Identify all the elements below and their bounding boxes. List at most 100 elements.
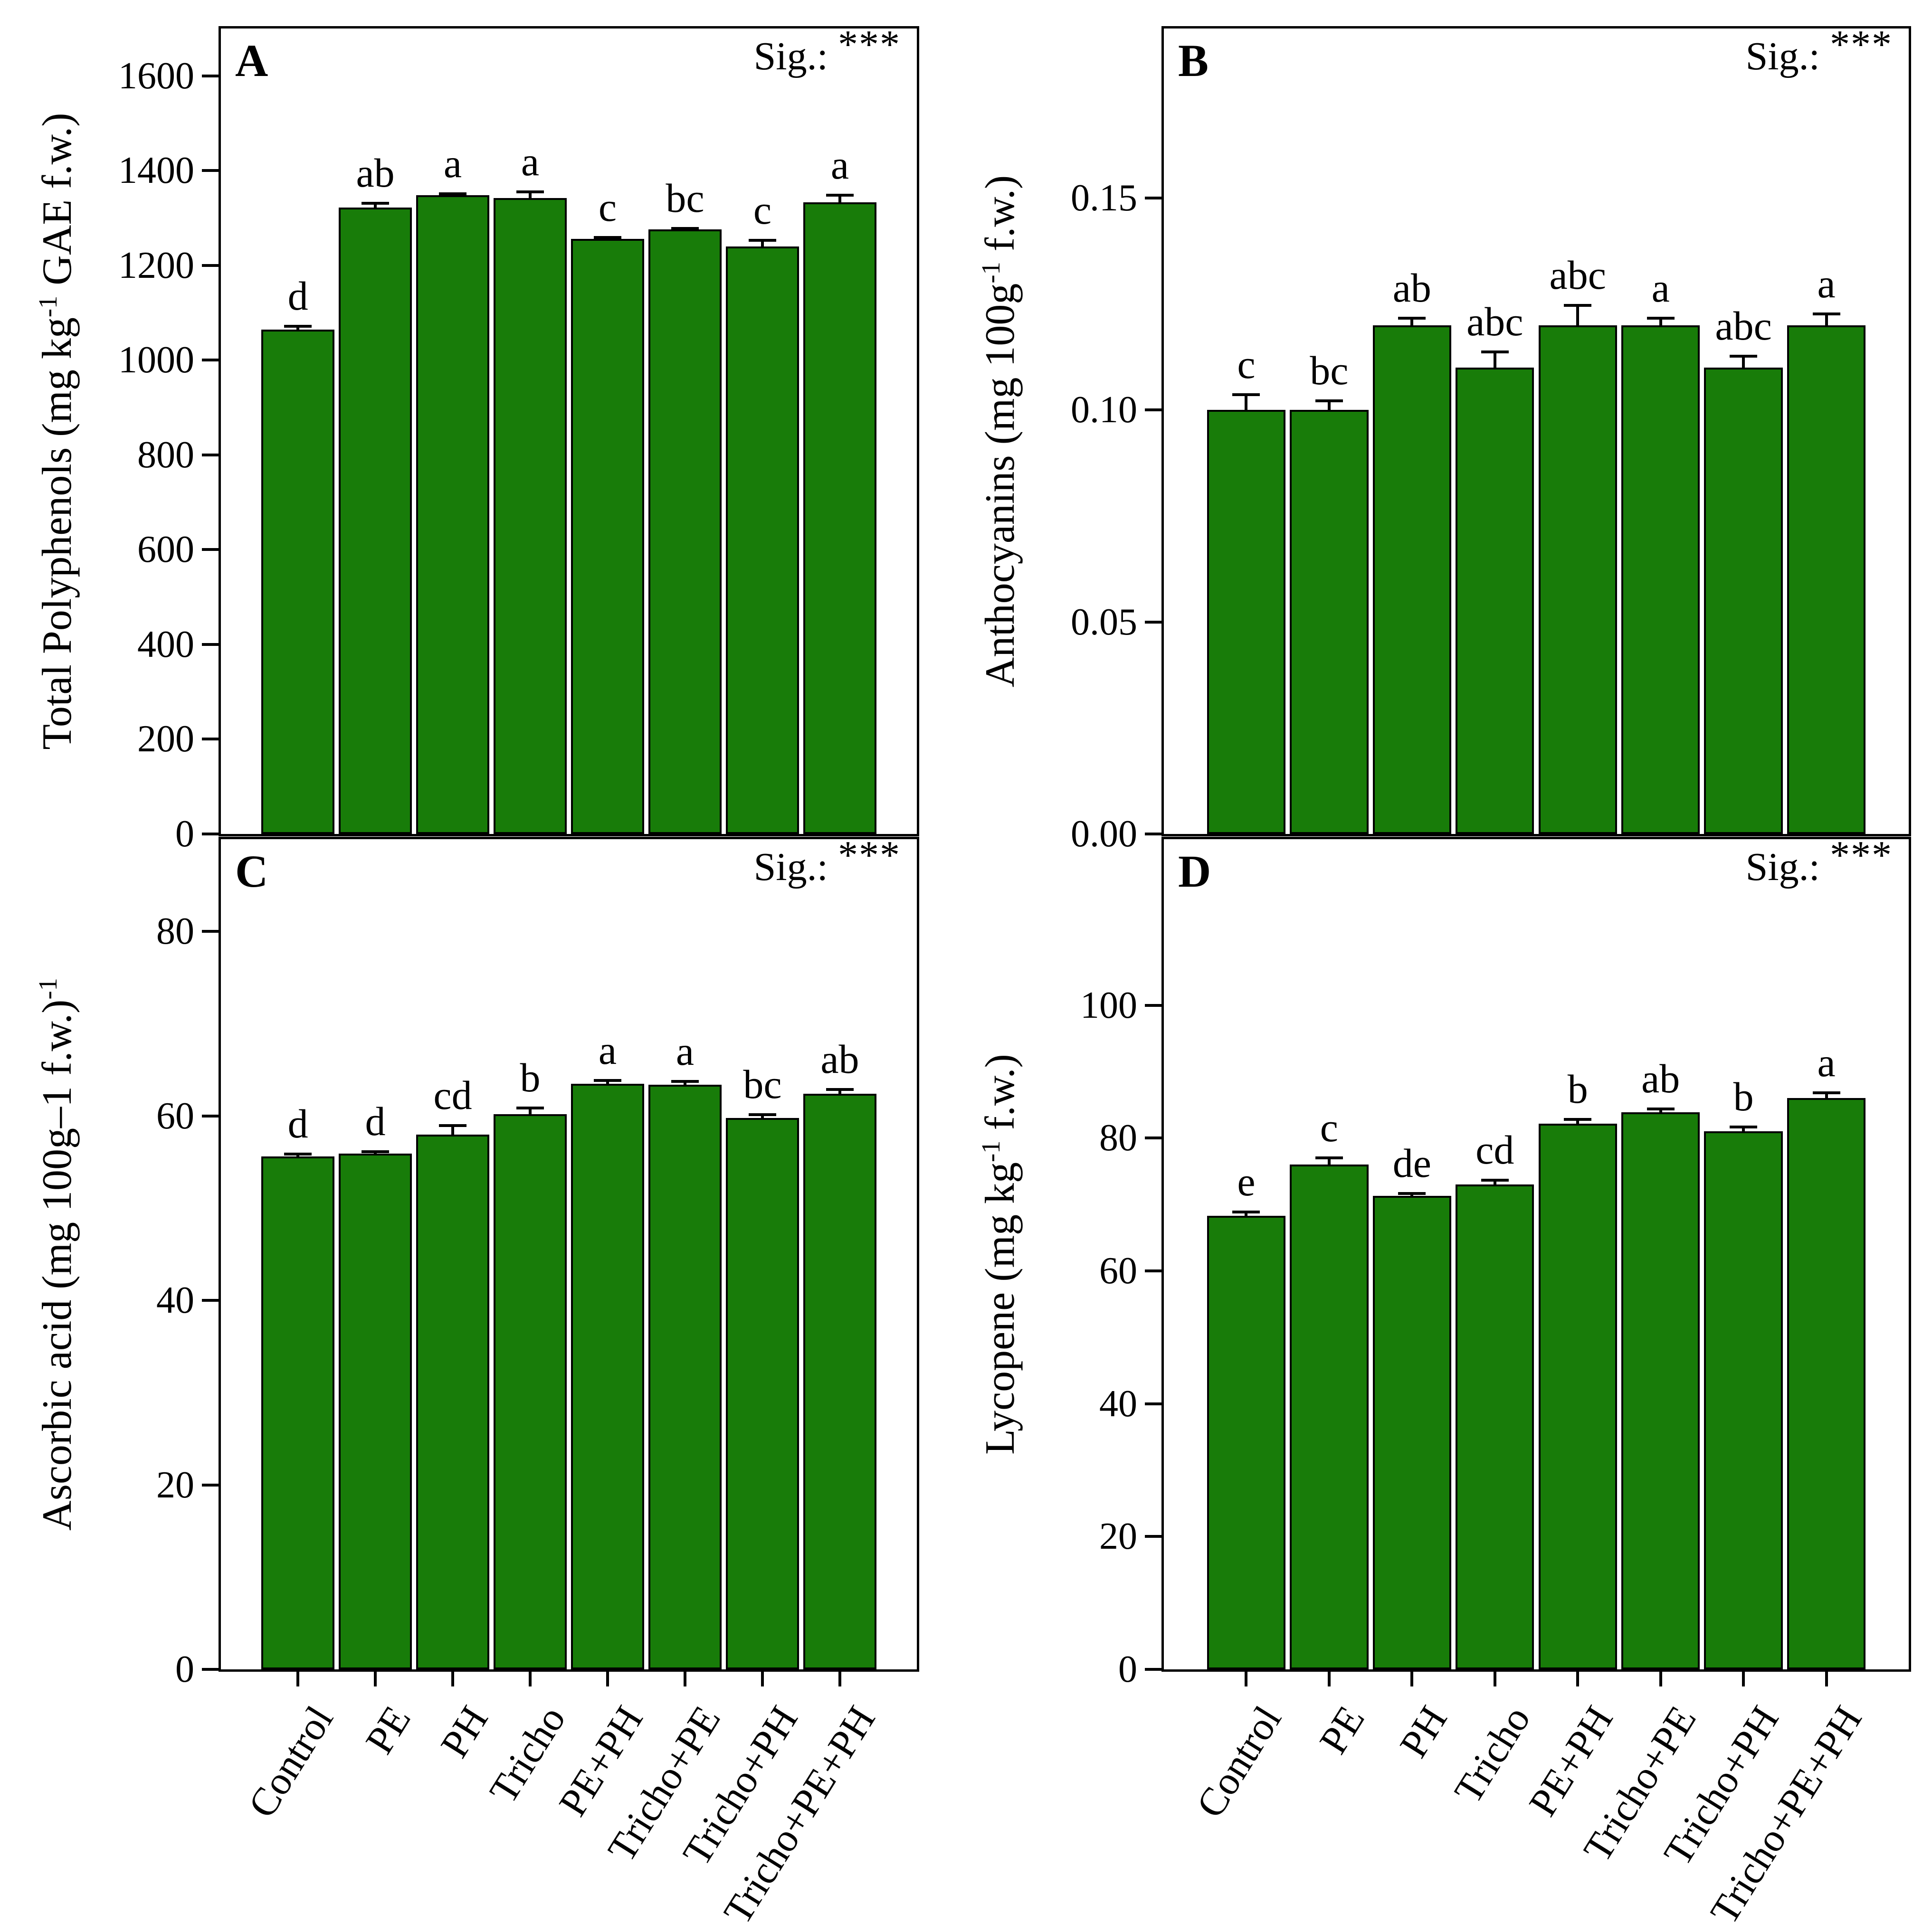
bar bbox=[1207, 410, 1286, 834]
y-tick-label: 80 bbox=[1099, 1117, 1137, 1159]
significance-letter: bc bbox=[666, 175, 704, 221]
significance-letter: abc bbox=[1549, 252, 1606, 298]
y-tick-label: 0.10 bbox=[1071, 389, 1137, 431]
error-bar-stem bbox=[1659, 317, 1662, 325]
error-bar-cap bbox=[1315, 399, 1343, 403]
error-bar bbox=[439, 1124, 467, 1135]
significance-letter: abc bbox=[1466, 299, 1523, 345]
error-bar-cap bbox=[1812, 1091, 1840, 1095]
significance-letter: a bbox=[598, 1027, 617, 1073]
error-bar bbox=[1564, 1118, 1592, 1124]
significance-letter: ab bbox=[1641, 1055, 1680, 1101]
y-axis-title-text: GAE f.w.) bbox=[34, 113, 80, 296]
y-tick-label: 40 bbox=[1099, 1383, 1137, 1425]
significance-annotation: Sig.: *** bbox=[754, 22, 901, 79]
x-tick-mark bbox=[761, 1669, 764, 1686]
error-bar-stem bbox=[838, 194, 841, 203]
y-tick-mark bbox=[202, 548, 219, 551]
error-bar bbox=[1315, 399, 1343, 410]
y-tick-mark bbox=[202, 833, 219, 835]
error-bar bbox=[1647, 1107, 1675, 1112]
error-bar-cap bbox=[671, 1080, 699, 1083]
error-bar-stem bbox=[529, 190, 532, 199]
y-tick-mark bbox=[1145, 1668, 1162, 1671]
error-bar-stem bbox=[1576, 304, 1580, 325]
significance-letter: c bbox=[753, 187, 772, 233]
error-bar bbox=[671, 227, 699, 230]
bar bbox=[803, 202, 877, 834]
sig-stars: *** bbox=[838, 22, 901, 66]
bar bbox=[648, 229, 722, 834]
significance-letter: c bbox=[1320, 1105, 1338, 1151]
error-bar bbox=[1812, 313, 1840, 325]
y-tick-mark bbox=[202, 1483, 219, 1487]
significance-letter: ab bbox=[356, 150, 395, 196]
y-tick-label: 60 bbox=[156, 1095, 194, 1137]
x-category-label: PH bbox=[432, 1698, 512, 1765]
y-axis-title: Anthocyanins (mg 100g-1 f.w.) bbox=[976, 175, 1024, 687]
significance-letter: cd bbox=[1475, 1127, 1514, 1173]
x-tick-mark bbox=[374, 1669, 377, 1686]
significance-annotation: Sig.: *** bbox=[1746, 833, 1893, 890]
error-bar-cap bbox=[671, 227, 699, 230]
error-bar bbox=[1564, 304, 1592, 325]
y-tick-label: 0.15 bbox=[1071, 177, 1137, 219]
x-category-label: PH bbox=[1391, 1698, 1471, 1765]
x-tick-mark bbox=[1245, 1669, 1248, 1686]
error-bar bbox=[671, 1080, 699, 1085]
error-bar-cap bbox=[1315, 1156, 1343, 1160]
panel-letter-B: B bbox=[1178, 35, 1209, 86]
bar bbox=[416, 1134, 490, 1669]
panel-letter-C: C bbox=[235, 846, 268, 897]
error-bar-stem bbox=[1327, 399, 1331, 410]
significance-letter: d bbox=[287, 273, 308, 319]
y-tick-mark bbox=[1145, 1402, 1162, 1405]
superscript-exponent: -1 bbox=[976, 1140, 1005, 1163]
error-bar-stem bbox=[1742, 355, 1745, 368]
significance-letter: c bbox=[1237, 341, 1256, 387]
bar bbox=[1207, 1215, 1286, 1669]
bar bbox=[416, 195, 490, 834]
significance-letter: a bbox=[521, 139, 540, 185]
error-bar-cap bbox=[748, 1113, 776, 1116]
y-tick-mark bbox=[1145, 1535, 1162, 1538]
error-bar-stem bbox=[1327, 1156, 1331, 1165]
x-tick-mark bbox=[529, 1669, 532, 1686]
y-tick-mark bbox=[1145, 197, 1162, 200]
error-bar bbox=[1232, 1210, 1260, 1216]
error-bar bbox=[362, 202, 390, 208]
error-bar-cap bbox=[1812, 313, 1840, 316]
error-bar-cap bbox=[362, 1150, 390, 1153]
y-axis-title-text: Anthocyanins (mg 100g bbox=[977, 283, 1023, 688]
x-tick-mark bbox=[1327, 1669, 1331, 1686]
y-tick-mark bbox=[202, 74, 219, 77]
x-tick-mark bbox=[683, 1669, 686, 1686]
y-tick-mark bbox=[1145, 833, 1162, 835]
y-tick-label: 0 bbox=[175, 813, 194, 855]
error-bar-stem bbox=[451, 1124, 455, 1135]
error-bar bbox=[593, 236, 621, 239]
plot-area: 0 200 400 600 800 1000 1200 1400 1600 d ab a a c bc c a bbox=[118, 28, 917, 853]
y-tick-label: 0.05 bbox=[1071, 601, 1137, 643]
error-bar-cap bbox=[593, 1079, 621, 1082]
significance-letter: b bbox=[1567, 1066, 1588, 1112]
y-axis-title-text: f.w.) bbox=[977, 1054, 1023, 1141]
y-axis-title: Lycopene (mg kg-1 f.w.) bbox=[976, 1054, 1024, 1455]
bar bbox=[725, 246, 799, 834]
y-axis-title-text: Total Polyphenols (mg kg bbox=[34, 317, 80, 750]
panel-B: B Sig.: *** Anthocyanins (mg 100g-1 f.w.… bbox=[976, 22, 1911, 853]
sig-label: Sig.: bbox=[1745, 34, 1820, 78]
y-tick-mark bbox=[202, 1114, 219, 1118]
x-category-label-text: PH bbox=[1391, 1698, 1456, 1765]
error-bar-stem bbox=[761, 238, 764, 246]
bar bbox=[1538, 1123, 1617, 1669]
error-bar-cap bbox=[1481, 1178, 1509, 1182]
y-axis-title-text: Lycopene (mg kg bbox=[977, 1162, 1023, 1455]
y-axis-title: Total Polyphenols (mg kg-1 GAE f.w.) bbox=[33, 113, 81, 749]
error-bar-stem bbox=[1825, 313, 1828, 325]
y-tick-mark bbox=[202, 1668, 219, 1671]
bar bbox=[1456, 1184, 1534, 1669]
y-tick-label: 200 bbox=[137, 718, 194, 760]
bar bbox=[261, 329, 335, 834]
